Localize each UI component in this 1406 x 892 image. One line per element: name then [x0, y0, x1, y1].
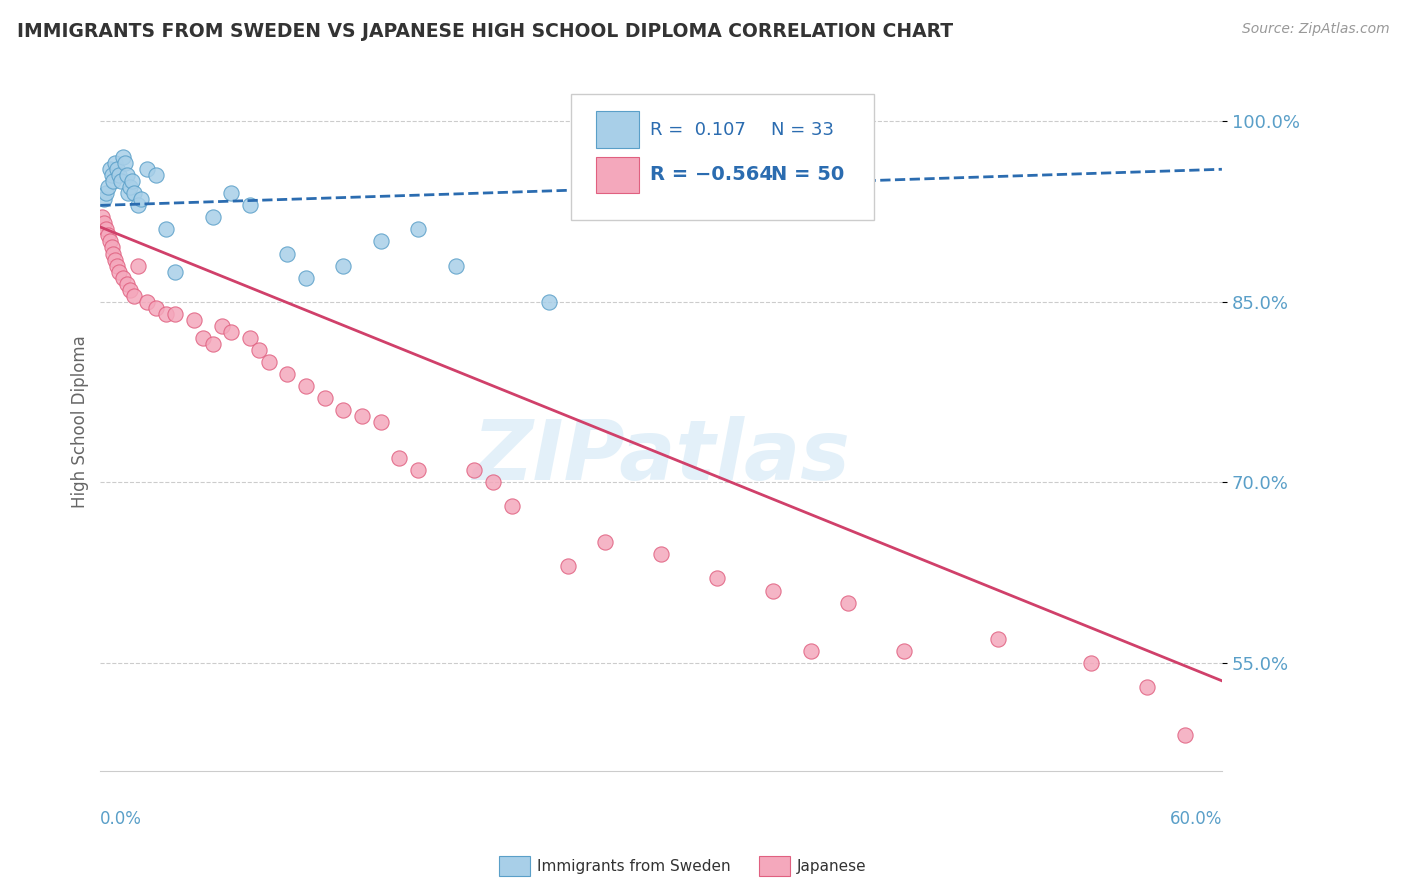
Point [557, 559, 579, 574]
Point [91, 211, 114, 225]
Point [444, 259, 467, 273]
Point [94, 186, 117, 201]
Point [145, 301, 167, 315]
Point [103, 174, 125, 188]
Point [201, 336, 224, 351]
Text: 60.0%: 60.0% [1170, 810, 1222, 828]
Point [406, 463, 429, 477]
Point [155, 307, 177, 321]
Text: Japanese: Japanese [797, 859, 868, 873]
Point [155, 222, 177, 236]
Point [110, 174, 132, 188]
Point [593, 535, 616, 549]
Point [650, 548, 672, 562]
Point [98, 235, 121, 249]
Text: Immigrants from Sweden: Immigrants from Sweden [537, 859, 731, 873]
Point [1136, 680, 1159, 694]
Point [136, 294, 159, 309]
Point [257, 355, 280, 369]
Point [239, 198, 262, 212]
Point [114, 156, 136, 170]
Point [893, 643, 915, 657]
Point [103, 246, 125, 260]
Point [1080, 656, 1102, 670]
Text: R = −0.564: R = −0.564 [650, 165, 773, 185]
Point [295, 270, 318, 285]
Point [121, 174, 143, 188]
Point [370, 415, 392, 429]
Point [219, 325, 242, 339]
Point [201, 211, 224, 225]
Point [97, 228, 120, 243]
Point [165, 307, 187, 321]
Point [314, 391, 336, 405]
Point [111, 150, 134, 164]
Point [97, 180, 120, 194]
Point [482, 475, 505, 490]
Point [105, 259, 128, 273]
Text: N = 33: N = 33 [770, 120, 834, 138]
Point [165, 264, 187, 278]
Point [211, 318, 233, 333]
Text: IMMIGRANTS FROM SWEDEN VS JAPANESE HIGH SCHOOL DIPLOMA CORRELATION CHART: IMMIGRANTS FROM SWEDEN VS JAPANESE HIGH … [17, 22, 953, 41]
Point [1173, 728, 1195, 742]
FancyBboxPatch shape [596, 157, 638, 193]
Point [111, 270, 134, 285]
Point [105, 162, 128, 177]
Point [108, 264, 131, 278]
Point [117, 186, 139, 201]
Point [120, 180, 142, 194]
Point [93, 216, 115, 230]
Point [370, 235, 392, 249]
Point [131, 192, 153, 206]
Point [332, 403, 354, 417]
Point [115, 277, 138, 291]
Point [104, 252, 127, 267]
Point [127, 198, 149, 212]
Point [191, 331, 214, 345]
Point [276, 367, 298, 381]
Point [762, 583, 785, 598]
Point [104, 156, 127, 170]
Point [108, 169, 131, 183]
Point [100, 169, 122, 183]
Point [406, 222, 429, 236]
Point [837, 596, 859, 610]
Point [295, 379, 318, 393]
Point [247, 343, 270, 357]
FancyBboxPatch shape [571, 94, 875, 219]
Text: R =  0.107: R = 0.107 [650, 120, 745, 138]
Point [800, 643, 823, 657]
Point [120, 283, 142, 297]
Y-axis label: High School Diploma: High School Diploma [72, 335, 89, 508]
Point [463, 463, 485, 477]
Point [136, 162, 159, 177]
Text: N = 50: N = 50 [770, 165, 844, 185]
Text: ZIPatlas: ZIPatlas [472, 417, 851, 498]
Point [94, 222, 117, 236]
Point [122, 288, 145, 302]
Point [239, 331, 262, 345]
Point [706, 572, 728, 586]
Point [145, 169, 167, 183]
Point [501, 500, 523, 514]
Point [98, 162, 121, 177]
Point [537, 294, 560, 309]
Point [388, 451, 411, 466]
FancyBboxPatch shape [596, 112, 638, 148]
Text: Source: ZipAtlas.com: Source: ZipAtlas.com [1241, 22, 1389, 37]
Point [127, 259, 149, 273]
Point [219, 186, 242, 201]
Point [350, 409, 373, 423]
Point [987, 632, 1010, 646]
Point [332, 259, 354, 273]
Point [93, 192, 115, 206]
Point [115, 169, 138, 183]
Point [122, 186, 145, 201]
Point [183, 312, 205, 326]
Point [100, 240, 122, 254]
Text: 0.0%: 0.0% [100, 810, 142, 828]
Point [276, 246, 298, 260]
